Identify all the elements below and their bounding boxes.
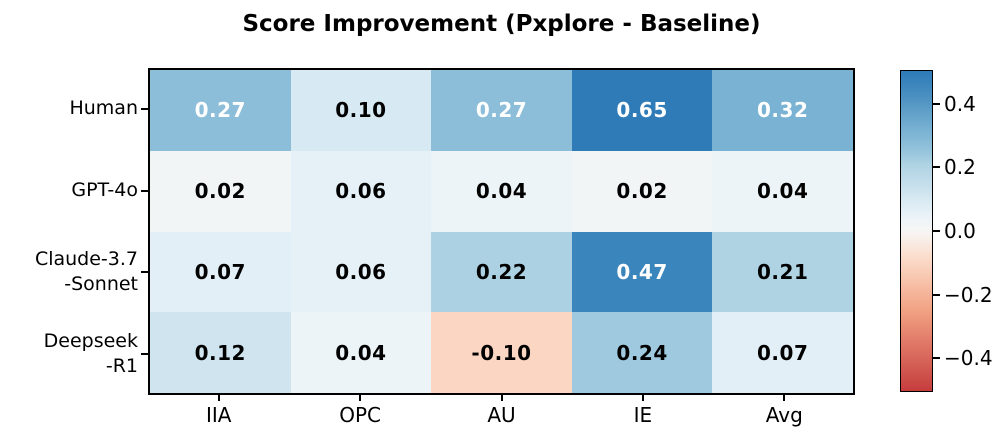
column-label: OPC <box>339 403 381 427</box>
heatmap-cell: 0.07 <box>712 312 853 393</box>
column-label: IIA <box>205 403 232 427</box>
x-tick-mark <box>783 395 786 401</box>
heatmap-cell: 0.21 <box>712 231 853 313</box>
heatmap-cell: 0.06 <box>290 150 432 232</box>
x-tick-mark <box>500 395 503 401</box>
heatmap-cell: 0.10 <box>290 70 432 151</box>
heatmap-cell: 0.27 <box>150 70 291 151</box>
y-tick-mark <box>141 107 148 110</box>
colorbar-tick-mark <box>933 357 940 360</box>
colorbar-tick-label: 0.0 <box>944 219 976 243</box>
heatmap-cell: 0.04 <box>431 150 572 232</box>
heatmap-cell: 0.22 <box>431 231 572 313</box>
colorbar <box>900 70 933 392</box>
heatmap-cell: 0.07 <box>150 231 291 313</box>
x-tick-mark <box>359 395 362 401</box>
heatmap-cell: 0.04 <box>712 150 853 232</box>
y-tick-mark <box>141 189 148 192</box>
heatmap-cell: 0.32 <box>712 70 853 151</box>
heatmap-cell: 0.12 <box>150 312 291 393</box>
heatmap-grid: 0.27 0.10 0.27 0.65 0.32 0.02 0.06 0.04 0.02 0.04… <box>148 68 855 395</box>
colorbar-tick-label: 0.2 <box>944 155 976 180</box>
chart-title: Score Improvement (Pxplore - Baseline) <box>242 11 761 37</box>
row-label: Deepseek -R1 <box>43 330 138 378</box>
heatmap-cell: 0.02 <box>150 150 291 232</box>
heatmap-cell: -0.10 <box>431 312 572 393</box>
x-tick-mark <box>641 395 644 401</box>
heatmap-cell: 0.24 <box>571 312 713 393</box>
row-label: Human <box>69 97 138 120</box>
colorbar-tick-label: 0.4 <box>944 91 976 116</box>
heatmap-cell: 0.65 <box>571 70 713 151</box>
row-label: Claude-3.7 -Sonnet <box>34 248 138 296</box>
heatmap-cell: 0.02 <box>571 150 713 232</box>
y-tick-mark <box>141 353 148 356</box>
column-label: IE <box>633 403 653 427</box>
y-tick-mark <box>141 271 148 274</box>
column-label: Avg <box>765 403 803 427</box>
heatmap-cell: 0.04 <box>290 312 432 393</box>
heatmap-cell: 0.47 <box>571 231 713 313</box>
colorbar-tick-label: −0.2 <box>944 282 993 307</box>
colorbar-tick-mark <box>933 230 940 232</box>
colorbar-tick-mark <box>933 166 940 169</box>
colorbar-tick-mark <box>933 293 940 296</box>
colorbar-tick-mark <box>933 102 940 105</box>
row-label: GPT-4o <box>71 179 138 202</box>
colorbar-tick-label: −0.4 <box>944 346 993 371</box>
x-tick-mark <box>217 395 220 401</box>
heatmap-cell: 0.06 <box>290 231 432 313</box>
column-label: AU <box>487 403 516 427</box>
heatmap-cell: 0.27 <box>431 70 572 151</box>
